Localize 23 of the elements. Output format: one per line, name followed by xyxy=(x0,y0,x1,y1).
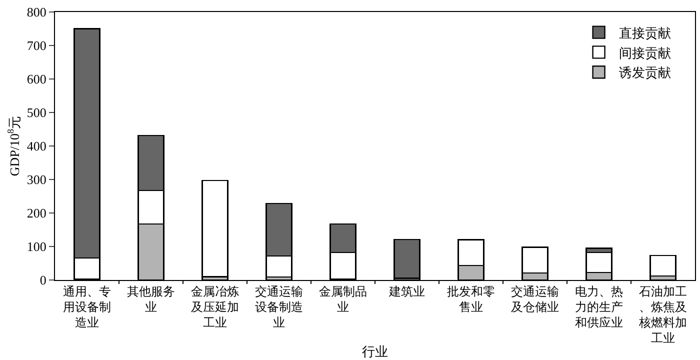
x-tick-label: 金属制品业 xyxy=(319,284,367,314)
y-tick-label: 200 xyxy=(26,206,46,221)
y-tick-label: 500 xyxy=(26,105,46,120)
x-tick-label: 电力、热力的生产和供应业 xyxy=(575,284,623,330)
x-tick-label: 交通运输设备制造业 xyxy=(255,284,303,330)
y-tick-label: 300 xyxy=(26,172,46,188)
y-tick-label: 400 xyxy=(26,138,46,154)
legend-label: 直接贡献 xyxy=(618,25,671,40)
legend-label: 间接贡献 xyxy=(618,45,671,60)
x-tick-label: 石油加工、炼焦及核燃料加工业 xyxy=(638,284,687,346)
x-tick-label: 交通运输及仓储业 xyxy=(511,284,559,314)
y-tick-label: 800 xyxy=(26,4,46,20)
y-tick-label: 0 xyxy=(40,272,46,288)
x-tick-label: 建筑业 xyxy=(388,284,425,298)
x-tick-label: 其他服务业 xyxy=(127,284,175,314)
legend-label: 诱发贡献 xyxy=(618,65,671,80)
x-tick-label: 批发和零售业 xyxy=(447,284,495,314)
y-tick-label: 700 xyxy=(26,38,46,54)
x-axis-title: 行业 xyxy=(362,344,388,359)
y-tick-label: 600 xyxy=(26,72,46,87)
y-tick-label: 100 xyxy=(26,239,46,254)
x-tick-label: 金属冶炼及压延加工业 xyxy=(191,284,239,330)
x-tick-label: 通用、专用设备制造业 xyxy=(63,284,111,330)
